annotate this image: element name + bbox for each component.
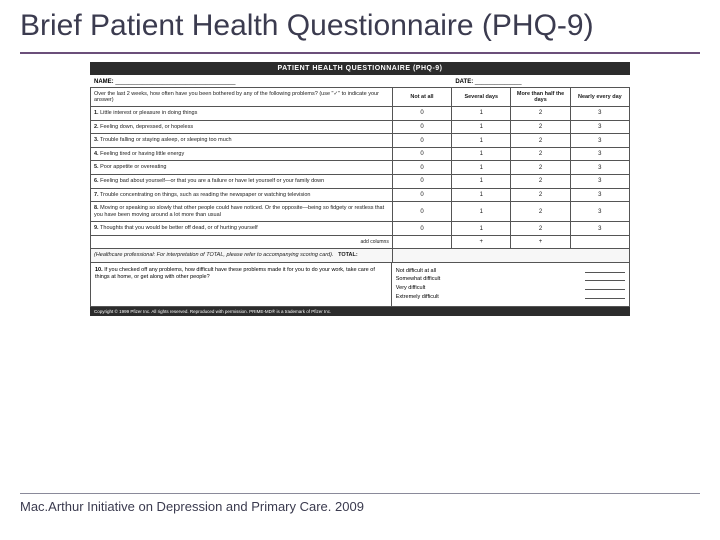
question-text: 7. Trouble concentrating on things, such… bbox=[91, 188, 393, 202]
answer-cell: 1 bbox=[452, 147, 511, 161]
col-2: More than half the days bbox=[511, 88, 570, 107]
add-plus-2: + bbox=[511, 236, 570, 249]
total-row: (Healthcare professional: For interpreta… bbox=[91, 249, 630, 263]
add-columns-row: add columns + + bbox=[91, 236, 630, 249]
name-label: NAME: bbox=[94, 79, 114, 85]
question-text: 3. Trouble falling or staying asleep, or… bbox=[91, 134, 393, 148]
question-row: 1. Little interest or pleasure in doing … bbox=[91, 107, 630, 121]
answer-cell: 0 bbox=[392, 188, 451, 202]
question-text: 9. Thoughts that you would be better off… bbox=[91, 222, 393, 236]
answer-cell: 3 bbox=[570, 202, 629, 222]
question-row: 3. Trouble falling or staying asleep, or… bbox=[91, 134, 630, 148]
q10-option: Very difficult bbox=[396, 284, 625, 293]
q10-text: 10. If you checked off any problems, how… bbox=[91, 263, 392, 306]
question-row: 7. Trouble concentrating on things, such… bbox=[91, 188, 630, 202]
question-text: 5. Poor appetite or overeating bbox=[91, 161, 393, 175]
question-text: 1. Little interest or pleasure in doing … bbox=[91, 107, 393, 121]
answer-cell: 2 bbox=[511, 222, 570, 236]
total-blank bbox=[392, 249, 629, 263]
slide: Brief Patient Health Questionnaire (PHQ-… bbox=[0, 0, 720, 540]
answer-cell: 1 bbox=[452, 161, 511, 175]
answer-cell: 0 bbox=[392, 161, 451, 175]
copyright-bar: Copyright © 1999 Pfizer Inc. All rights … bbox=[90, 307, 630, 316]
prompt-cell: Over the last 2 weeks, how often have yo… bbox=[91, 88, 393, 107]
answer-cell: 0 bbox=[392, 202, 451, 222]
answer-cell: 0 bbox=[392, 175, 451, 189]
citation: Mac.Arthur Initiative on Depression and … bbox=[20, 499, 364, 514]
question-text: 2. Feeling down, depressed, or hopeless bbox=[91, 120, 393, 134]
question-text: 6. Feeling bad about yourself—or that yo… bbox=[91, 175, 393, 189]
add-columns-label: add columns bbox=[91, 236, 393, 249]
answer-cell: 3 bbox=[570, 120, 629, 134]
question-text: 8. Moving or speaking so slowly that oth… bbox=[91, 202, 393, 222]
answer-cell: 0 bbox=[392, 120, 451, 134]
answer-cell: 2 bbox=[511, 161, 570, 175]
q10-option: Somewhat difficult bbox=[396, 275, 625, 284]
answer-cell: 0 bbox=[392, 134, 451, 148]
add-plus-1: + bbox=[452, 236, 511, 249]
answer-cell: 3 bbox=[570, 107, 629, 121]
q10-options: Not difficult at allSomewhat difficultVe… bbox=[392, 263, 629, 306]
answer-cell: 0 bbox=[392, 147, 451, 161]
form-header: PATIENT HEALTH QUESTIONNAIRE (PHQ-9) bbox=[90, 62, 630, 75]
answer-cell: 2 bbox=[511, 120, 570, 134]
col-3: Nearly every day bbox=[570, 88, 629, 107]
answer-cell: 2 bbox=[511, 188, 570, 202]
answer-cell: 1 bbox=[452, 134, 511, 148]
footer-rule bbox=[20, 493, 700, 494]
answer-cell: 2 bbox=[511, 175, 570, 189]
slide-title: Brief Patient Health Questionnaire (PHQ-… bbox=[20, 8, 700, 50]
answer-cell: 0 bbox=[392, 222, 451, 236]
answer-cell: 0 bbox=[392, 107, 451, 121]
question-text: 4. Feeling tired or having little energy bbox=[91, 147, 393, 161]
question-row: 9. Thoughts that you would be better off… bbox=[91, 222, 630, 236]
answer-cell: 1 bbox=[452, 175, 511, 189]
col-1: Several days bbox=[452, 88, 511, 107]
q10-row: 10. If you checked off any problems, how… bbox=[90, 263, 630, 307]
question-grid: Over the last 2 weeks, how often have yo… bbox=[90, 87, 630, 263]
answer-cell: 2 bbox=[511, 134, 570, 148]
col-0: Not at all bbox=[392, 88, 451, 107]
question-row: 4. Feeling tired or having little energy… bbox=[91, 147, 630, 161]
header-row: Over the last 2 weeks, how often have yo… bbox=[91, 88, 630, 107]
q10-option: Not difficult at all bbox=[396, 267, 625, 276]
total-note: (Healthcare professional: For interpreta… bbox=[91, 249, 393, 263]
answer-cell: 3 bbox=[570, 147, 629, 161]
add-blank-2 bbox=[570, 236, 629, 249]
answer-cell: 1 bbox=[452, 202, 511, 222]
title-rule bbox=[20, 52, 700, 54]
answer-cell: 1 bbox=[452, 222, 511, 236]
answer-cell: 3 bbox=[570, 188, 629, 202]
question-row: 8. Moving or speaking so slowly that oth… bbox=[91, 202, 630, 222]
question-row: 6. Feeling bad about yourself—or that yo… bbox=[91, 175, 630, 189]
phq9-form: PATIENT HEALTH QUESTIONNAIRE (PHQ-9) NAM… bbox=[90, 62, 630, 316]
answer-cell: 2 bbox=[511, 202, 570, 222]
answer-cell: 3 bbox=[570, 222, 629, 236]
question-row: 5. Poor appetite or overeating0123 bbox=[91, 161, 630, 175]
answer-cell: 1 bbox=[452, 188, 511, 202]
question-row: 2. Feeling down, depressed, or hopeless0… bbox=[91, 120, 630, 134]
date-label: DATE: bbox=[455, 79, 473, 85]
answer-cell: 1 bbox=[452, 107, 511, 121]
answer-cell: 3 bbox=[570, 161, 629, 175]
answer-cell: 3 bbox=[570, 134, 629, 148]
answer-cell: 1 bbox=[452, 120, 511, 134]
answer-cell: 3 bbox=[570, 175, 629, 189]
name-date-row: NAME: __________________________________… bbox=[90, 75, 630, 87]
answer-cell: 2 bbox=[511, 147, 570, 161]
answer-cell: 2 bbox=[511, 107, 570, 121]
add-blank bbox=[392, 236, 451, 249]
q10-option: Extremely difficult bbox=[396, 293, 625, 302]
